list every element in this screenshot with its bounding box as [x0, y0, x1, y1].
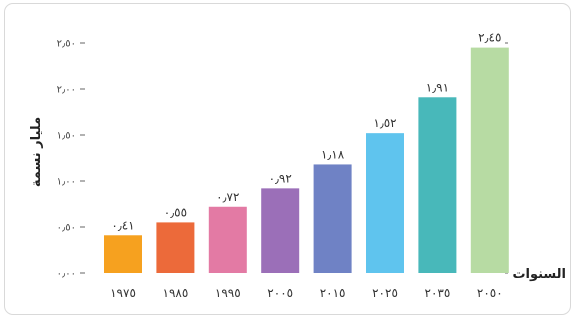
bar-0 — [104, 235, 142, 273]
x-tick-label-0: ١٩٧٥ — [110, 286, 136, 300]
y-tick-label: ١٫٥٠ — [57, 131, 76, 142]
value-label-5: ١٫٥٢ — [373, 116, 396, 130]
value-label-7: ٢٫٤٥ — [478, 31, 501, 45]
bar-5 — [366, 133, 404, 273]
value-label-6: ١٫٩١ — [426, 80, 449, 94]
value-label-0: ٠٫٤١ — [111, 218, 134, 232]
y-tick-label: ٢٫٠٠ — [57, 85, 76, 96]
value-label-4: ١٫١٨ — [321, 147, 345, 161]
x-tick-label-3: ٢٠٠٥ — [267, 286, 293, 300]
x-tick-label-2: ١٩٩٥ — [215, 286, 241, 300]
bar-3 — [261, 188, 300, 273]
x-tick-labels: ١٩٧٥ ١٩٨٥ ١٩٩٥ ٢٠٠٥ ٢٠١٥ ٢٠٢٥ ٢٠٣٥ ٢٠٥٠ — [110, 286, 503, 300]
x-axis-label: السنوات — [512, 267, 566, 282]
y-tick-label: ٠٫٠٠ — [57, 269, 76, 280]
bar-7 — [470, 47, 509, 273]
value-label-1: ٠٫٥٥ — [164, 205, 187, 219]
value-label-2: ٠٫٧٢ — [216, 190, 239, 204]
y-axis-label: مليار نسمة — [29, 117, 44, 187]
bar-1 — [156, 222, 195, 273]
y-tick-label: ٢٫٥٠ — [57, 39, 76, 50]
bar-2 — [208, 206, 247, 273]
y-tick-label: ١٫٠٠ — [57, 177, 76, 188]
bar-6 — [418, 97, 457, 273]
x-tick-label-5: ٢٠٢٥ — [372, 286, 398, 300]
x-tick-label-4: ٢٠١٥ — [320, 286, 346, 300]
x-tick-label-6: ٢٠٣٥ — [425, 286, 451, 300]
x-tick-label-1: ١٩٨٥ — [163, 286, 189, 300]
y-tick-label: ٠٫٥٠ — [57, 223, 76, 234]
bar-4 — [313, 164, 352, 273]
value-labels: ٠٫٤١ ٠٫٥٥ ٠٫٧٢ ٠٫٩٢ ١٫١٨ ١٫٥٢ ١٫٩١ ٢٫٤٥ — [111, 31, 501, 233]
value-label-3: ٠٫٩٢ — [269, 171, 292, 185]
x-tick-label-7: ٢٠٥٠ — [477, 286, 503, 300]
chart-frame — [4, 3, 571, 315]
bars — [104, 47, 509, 273]
